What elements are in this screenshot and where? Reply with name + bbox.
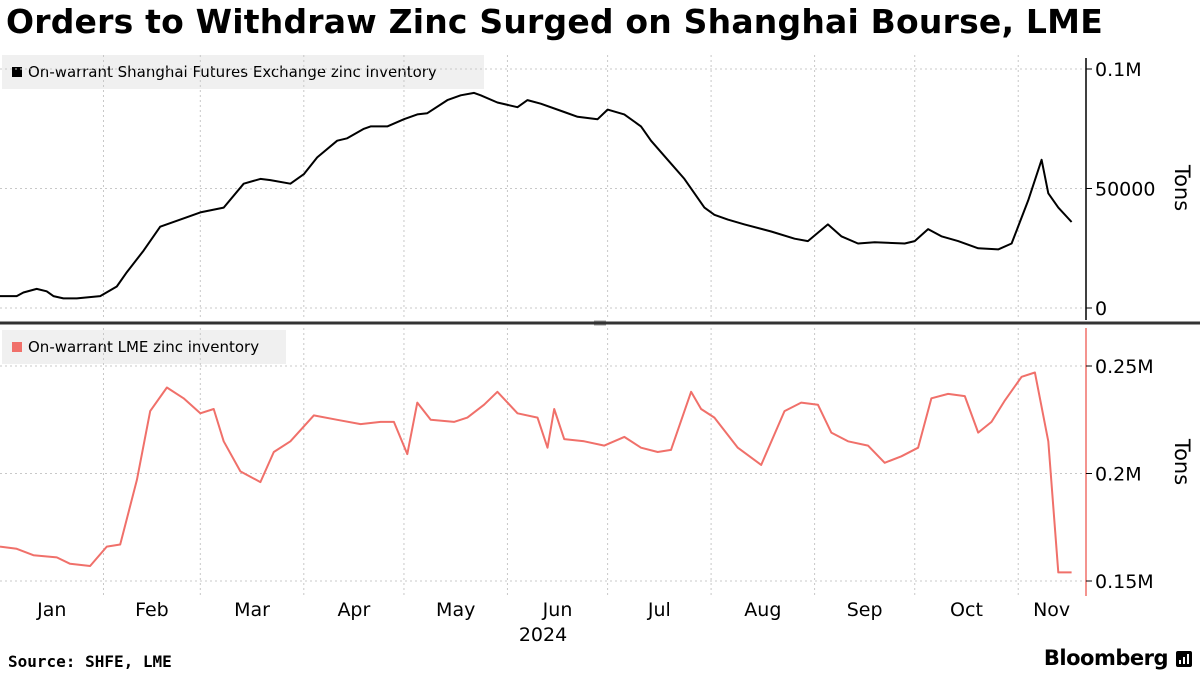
series-line-shfe xyxy=(0,91,1073,300)
ylabel-top: Tons xyxy=(1170,164,1194,211)
x-tick-label: Mar xyxy=(234,599,270,621)
x-tick-label: Jan xyxy=(36,599,66,621)
y-tick-label: 0 xyxy=(1095,298,1107,320)
x-tick-label: Oct xyxy=(950,599,983,621)
legend-swatch-bottom xyxy=(12,342,22,352)
legend-swatch-top xyxy=(12,67,22,77)
source-note: Source: SHFE, LME xyxy=(8,652,172,671)
x-tick-label: Sep xyxy=(847,599,883,621)
x-tick-label: Feb xyxy=(135,599,169,621)
bloomberg-logo: Bloomberg xyxy=(1043,646,1169,670)
legend-label-bottom: On-warrant LME zinc inventory xyxy=(28,338,259,356)
legend-label-top: On-warrant Shanghai Futures Exchange zin… xyxy=(28,63,437,81)
y-tick-label: 50000 xyxy=(1095,179,1155,201)
ylabel-bottom: Tons xyxy=(1170,438,1194,485)
x-axis-year: 2024 xyxy=(519,624,567,646)
series-line-lme xyxy=(0,371,1072,574)
x-tick-label: Jul xyxy=(647,599,671,621)
legend-box-bottom xyxy=(2,330,286,364)
y-tick-label: 0.1M xyxy=(1095,59,1142,81)
x-tick-label: May xyxy=(436,599,475,621)
bloomberg-terminal-icon xyxy=(1176,651,1192,667)
panel-divider-handle[interactable] xyxy=(594,320,606,326)
x-tick-label: Jun xyxy=(542,599,573,621)
x-tick-label: Apr xyxy=(337,599,370,621)
x-tick-label: Aug xyxy=(744,599,781,621)
y-tick-label: 0.2M xyxy=(1095,464,1142,486)
chart-title: Orders to Withdraw Zinc Surged on Shangh… xyxy=(6,2,1103,41)
x-tick-label: Nov xyxy=(1033,599,1070,621)
y-tick-label: 0.15M xyxy=(1095,571,1154,593)
y-tick-label: 0.25M xyxy=(1095,356,1154,378)
